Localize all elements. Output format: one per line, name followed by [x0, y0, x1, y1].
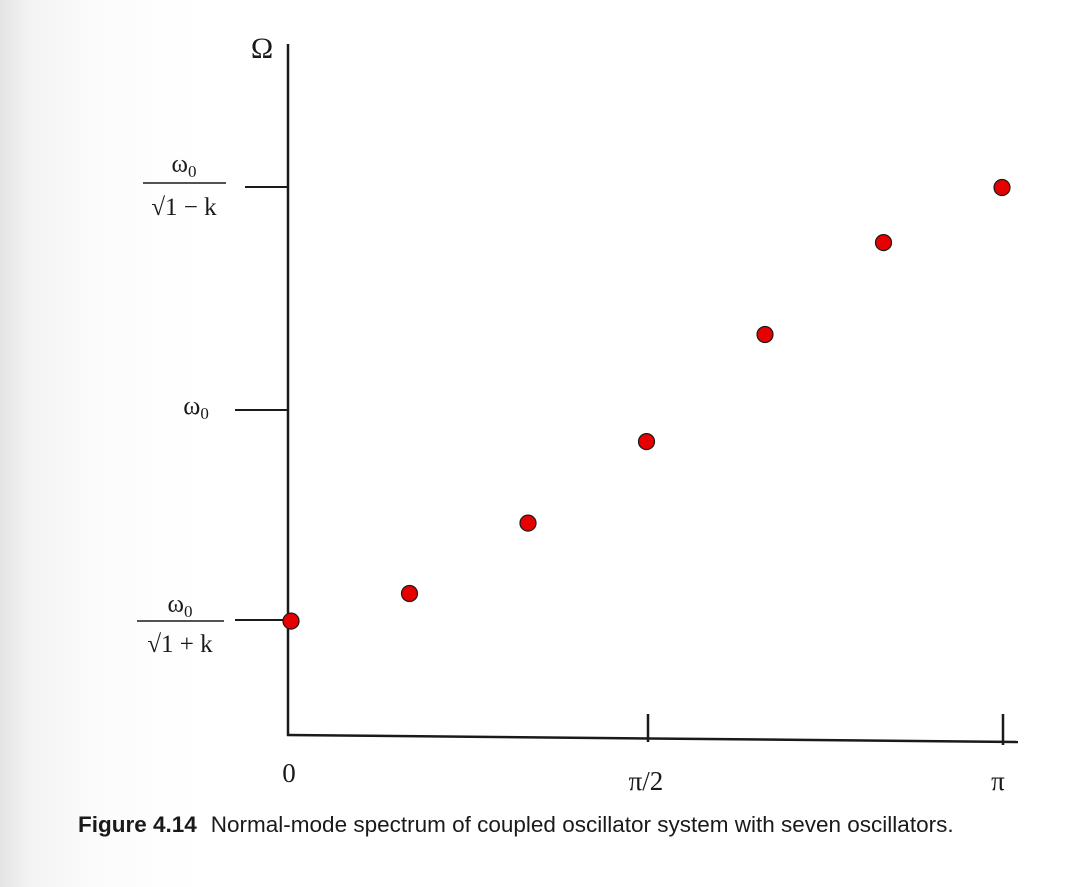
figure-caption: Figure 4.14 Normal-mode spectrum of coupl… [78, 812, 1078, 838]
x-tick-label-pi: π [991, 766, 1005, 796]
y-tick-label-low: ω0 √1 + k [137, 591, 224, 658]
data-point-6 [874, 234, 893, 252]
y-tick-label-high: ω0 √1 − k [143, 151, 226, 221]
data-point-1 [282, 612, 300, 630]
data-points [282, 178, 1011, 630]
svg-text:√1 + k: √1 + k [147, 631, 213, 658]
data-point-7 [993, 178, 1011, 197]
x-tick-label-zero: 0 [282, 758, 296, 788]
data-point-4 [637, 433, 656, 451]
y-tick-label-mid: ω0 [183, 391, 209, 423]
svg-text:ω0: ω0 [168, 591, 193, 621]
x-tick-label-half-pi: π/2 [629, 766, 664, 796]
data-point-2 [400, 584, 419, 603]
svg-text:ω0: ω0 [172, 151, 197, 181]
chart: Ω ω0 √1 − k ω0 ω0 √1 + k 0 π/2 π [137, 32, 1019, 796]
x-axis [286, 733, 1019, 744]
data-point-5 [756, 325, 774, 344]
y-axis-label: Ω [251, 32, 273, 65]
figure-caption-text: Normal-mode spectrum of coupled oscillat… [210, 812, 954, 837]
svg-text:ω0: ω0 [183, 391, 209, 423]
svg-text:√1 − k: √1 − k [151, 194, 217, 221]
figure-caption-label: Figure 4.14 [78, 812, 197, 837]
data-point-3 [519, 514, 537, 532]
